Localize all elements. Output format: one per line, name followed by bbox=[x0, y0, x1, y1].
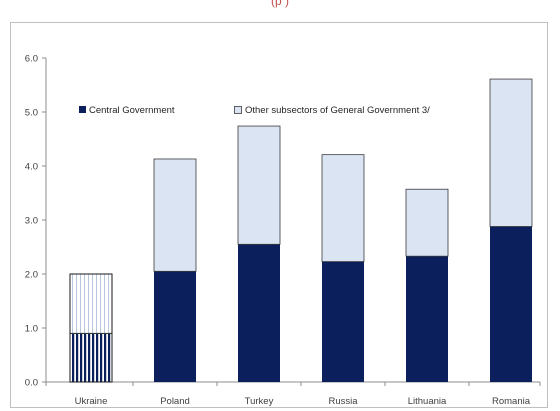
legend-label-other-subsectors: Other subsectors of General Government 3… bbox=[245, 105, 430, 116]
y-tick-label: 6.0 bbox=[25, 54, 38, 65]
bar-poland-central-government bbox=[154, 271, 196, 382]
y-tick-label: 3.0 bbox=[25, 216, 38, 227]
bar-romania-central-government bbox=[490, 226, 532, 382]
bar-russia-central-government bbox=[322, 261, 364, 382]
bar-ukraine-central-government bbox=[69, 332, 113, 383]
y-tick-label: 4.0 bbox=[25, 162, 38, 173]
legend-swatch-other-subsectors bbox=[234, 106, 242, 114]
legend-label-central-government: Central Government bbox=[89, 105, 175, 116]
bar-romania-other-subsectors bbox=[489, 78, 533, 227]
bar-outline-ukraine bbox=[69, 273, 113, 383]
legend-swatch-central-government bbox=[79, 106, 86, 113]
bar-lithuania-other-subsectors bbox=[405, 188, 449, 257]
bars bbox=[69, 78, 533, 383]
legend: Central Government Other subsectors of Ge… bbox=[79, 105, 430, 116]
x-category-label: Romania bbox=[492, 396, 531, 407]
y-tick-label: 5.0 bbox=[25, 108, 38, 119]
bar-lithuania-central-government bbox=[406, 256, 448, 382]
y-tick-label: 1.0 bbox=[25, 324, 38, 335]
x-category-labels: Ukraine Poland Turkey Russia Lithuania Romani… bbox=[75, 396, 531, 407]
y-tick-label: 2.0 bbox=[25, 270, 38, 281]
x-category-label: Poland bbox=[160, 396, 190, 407]
bar-russia-other-subsectors bbox=[321, 154, 365, 262]
bar-turkey-central-government bbox=[238, 244, 280, 382]
bar-ukraine-other-subsectors bbox=[69, 273, 113, 334]
axes bbox=[42, 57, 541, 386]
x-category-label: Turkey bbox=[245, 396, 274, 407]
clipped-subtitle: (p ) bbox=[271, 0, 289, 8]
x-category-label: Lithuania bbox=[408, 396, 447, 407]
x-category-label: Ukraine bbox=[75, 396, 108, 407]
x-category-label: Russia bbox=[328, 396, 358, 407]
bar-turkey-other-subsectors bbox=[237, 125, 281, 245]
y-tick-labels: 0.0 1.0 2.0 3.0 4.0 5.0 6.0 bbox=[25, 54, 38, 389]
y-tick-label: 0.0 bbox=[25, 378, 38, 389]
bar-poland-other-subsectors bbox=[153, 158, 197, 272]
